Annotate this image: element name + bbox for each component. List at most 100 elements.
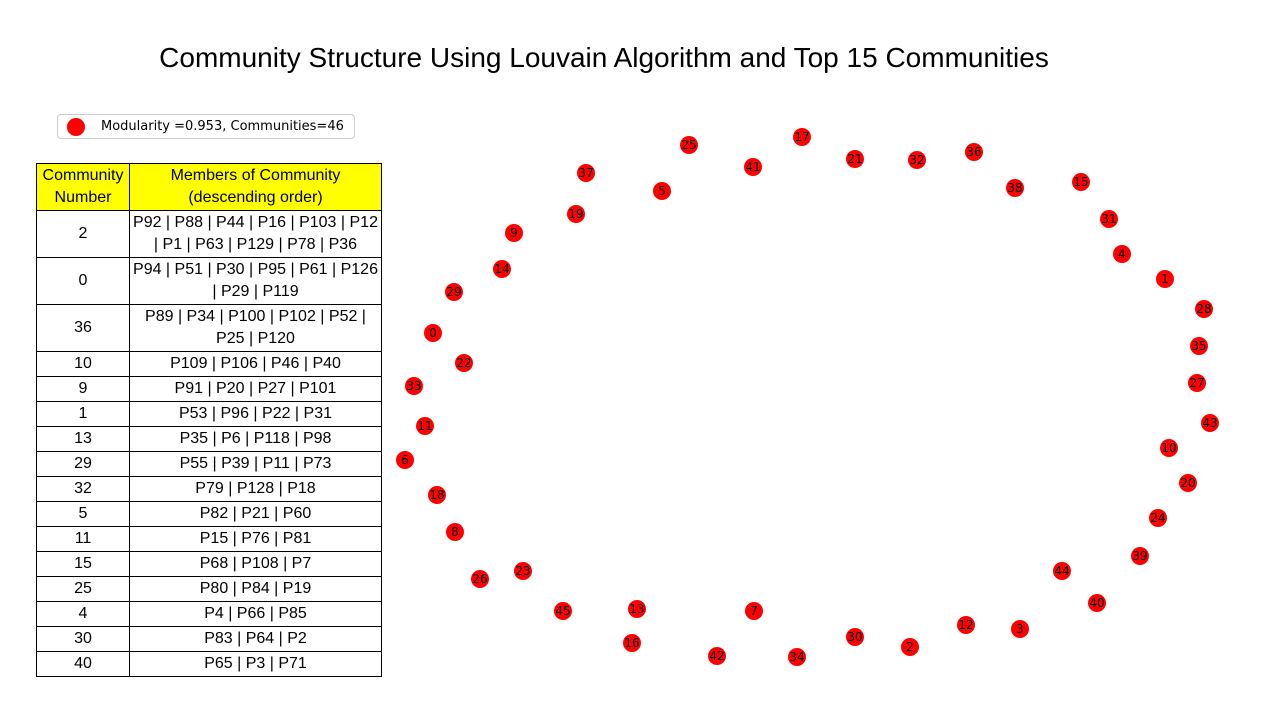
- graph-node-7: 7: [745, 602, 763, 620]
- community-members-cell: P53 | P96 | P22 | P31: [129, 401, 382, 427]
- graph-node-22: 22: [455, 354, 473, 372]
- graph-node-42: 42: [708, 647, 726, 665]
- node-label: 4: [1118, 247, 1126, 261]
- community-number-cell: 4: [36, 601, 130, 627]
- table-row: 25 P80 | P84 | P19: [36, 576, 382, 602]
- graph-node-39: 39: [1131, 547, 1149, 565]
- graph-node-17: 17: [793, 128, 811, 146]
- node-circle: [653, 182, 671, 200]
- node-label: 18: [429, 488, 444, 502]
- table-row: 32 P79 | P128 | P18: [36, 476, 382, 502]
- community-table-body: 2 P92 | P88 | P44 | P16 | P103 | P12 | P1…: [36, 210, 382, 677]
- graph-node-40: 40: [1088, 594, 1106, 612]
- node-circle: [846, 628, 864, 646]
- legend: Modularity =0.953, Communities=46: [57, 114, 355, 139]
- node-label: 19: [568, 207, 583, 221]
- node-label: 35: [1191, 339, 1206, 353]
- community-members-cell: P80 | P84 | P19: [129, 576, 382, 602]
- node-circle: [628, 600, 646, 618]
- community-members-cell: P91 | P20 | P27 | P101: [129, 376, 382, 402]
- node-label: 1: [1161, 272, 1169, 286]
- graph-node-11: 11: [416, 417, 434, 435]
- table-row: 1 P53 | P96 | P22 | P31: [36, 401, 382, 427]
- graph-node-36: 36: [965, 143, 983, 161]
- graph-node-12: 12: [957, 616, 975, 634]
- graph-node-29: 29: [445, 283, 463, 301]
- graph-node-37: 37: [577, 164, 595, 182]
- header-members: Members of Community (descending order): [129, 163, 382, 211]
- table-row: 0 P94 | P51 | P30 | P95 | P61 | P126 | P2…: [36, 257, 382, 305]
- node-label: 34: [789, 650, 804, 664]
- node-label: 25: [681, 138, 696, 152]
- community-table: Community Number Members of Community (d…: [36, 163, 382, 677]
- node-circle: [1190, 337, 1208, 355]
- node-label: 39: [1132, 549, 1147, 563]
- node-circle: [455, 354, 473, 372]
- node-circle: [1149, 509, 1167, 527]
- table-row: 13 P35 | P6 | P118 | P98: [36, 426, 382, 452]
- node-circle: [416, 417, 434, 435]
- graph-node-28: 28: [1195, 300, 1213, 318]
- graph-node-24: 24: [1149, 509, 1167, 527]
- node-circle: [471, 570, 489, 588]
- node-circle: [680, 136, 698, 154]
- community-number-cell: 29: [36, 451, 130, 477]
- node-label: 42: [709, 649, 724, 663]
- community-number-cell: 2: [36, 210, 130, 258]
- node-circle: [1195, 300, 1213, 318]
- node-circle: [1201, 414, 1219, 432]
- graph-node-43: 43: [1201, 414, 1219, 432]
- node-circle: [424, 324, 442, 342]
- graph-node-16: 16: [623, 634, 641, 652]
- node-circle: [514, 562, 532, 580]
- node-circle: [1011, 620, 1029, 638]
- node-circle: [1160, 439, 1178, 457]
- community-members-cell: P65 | P3 | P71: [129, 651, 382, 677]
- node-label: 16: [624, 636, 639, 650]
- table-row: 10 P109 | P106 | P46 | P40: [36, 351, 382, 377]
- graph-node-23: 23: [514, 562, 532, 580]
- graph-node-5: 5: [653, 182, 671, 200]
- graph-node-0: 0: [424, 324, 442, 342]
- node-label: 15: [1073, 175, 1088, 189]
- node-label: 13: [629, 602, 644, 616]
- community-number-cell: 40: [36, 651, 130, 677]
- node-label: 26: [472, 572, 487, 586]
- graph-node-35: 35: [1190, 337, 1208, 355]
- node-label: 12: [958, 618, 973, 632]
- graph-node-41: 41: [744, 158, 762, 176]
- graph-node-25: 25: [680, 136, 698, 154]
- graph-node-3: 3: [1011, 620, 1029, 638]
- community-members-cell: P92 | P88 | P44 | P16 | P103 | P12 | P1 …: [129, 210, 382, 258]
- node-label: 45: [555, 604, 570, 618]
- node-label: 11: [417, 419, 432, 433]
- community-number-cell: 32: [36, 476, 130, 502]
- graph-node-8: 8: [446, 523, 464, 541]
- community-number-cell: 36: [36, 304, 130, 352]
- graph-node-6: 6: [396, 451, 414, 469]
- node-circle: [1113, 245, 1131, 263]
- community-members-cell: P89 | P34 | P100 | P102 | P52 | P25 | P1…: [129, 304, 382, 352]
- node-circle: [446, 523, 464, 541]
- graph-node-1: 1: [1156, 270, 1174, 288]
- node-circle: [1088, 594, 1106, 612]
- table-row: 36 P89 | P34 | P100 | P102 | P52 | P25 | …: [36, 304, 382, 352]
- table-row: 11 P15 | P76 | P81: [36, 526, 382, 552]
- node-label: 31: [1101, 212, 1116, 226]
- node-label: 43: [1202, 416, 1217, 430]
- table-row: 30 P83 | P64 | P2: [36, 626, 382, 652]
- graph-node-31: 31: [1100, 210, 1118, 228]
- node-circle: [1072, 173, 1090, 191]
- node-circle: [493, 260, 511, 278]
- node-circle: [428, 486, 446, 504]
- node-circle: [965, 143, 983, 161]
- node-label: 9: [510, 226, 518, 240]
- node-label: 21: [847, 152, 862, 166]
- community-members-cell: P4 | P66 | P85: [129, 601, 382, 627]
- node-circle: [846, 150, 864, 168]
- node-label: 17: [794, 130, 809, 144]
- node-circle: [623, 634, 641, 652]
- legend-marker-icon: [67, 118, 85, 136]
- table-row: 4 P4 | P66 | P85: [36, 601, 382, 627]
